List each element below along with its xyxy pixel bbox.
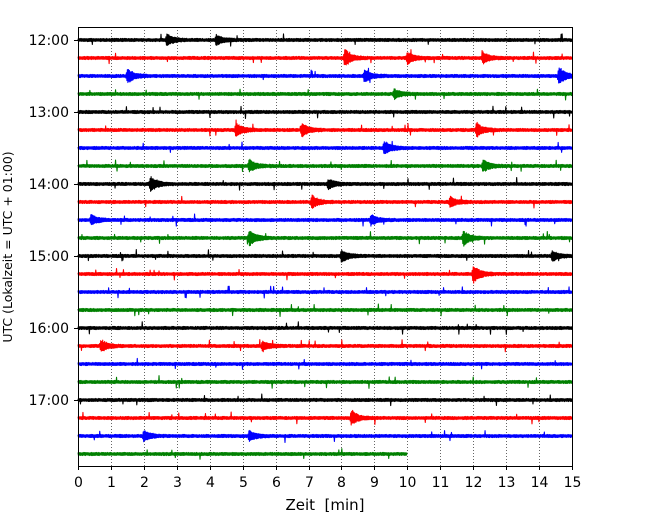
seismic-trace xyxy=(77,393,573,407)
seismic-trace xyxy=(77,67,573,84)
seismic-trace xyxy=(77,429,573,444)
x-tick-label: 12 xyxy=(465,475,483,491)
x-tick-label: 0 xyxy=(74,475,83,491)
trace-group xyxy=(77,33,573,460)
y-axis-ticks: 12:00 13:00 14:00 15:00 16:00 17:00 xyxy=(29,33,78,409)
x-axis-label: Zeit [min] xyxy=(285,496,364,514)
y-tick-label: 14:00 xyxy=(29,177,69,193)
y-tick-label: 17:00 xyxy=(29,393,69,409)
seismic-trace xyxy=(77,448,408,460)
x-tick-label: 13 xyxy=(498,475,516,491)
x-axis-ticks: 0 1 2 3 4 5 6 7 8 9 10 11 12 13 14 15 xyxy=(74,466,581,491)
seismic-trace xyxy=(77,357,573,370)
x-tick-label: 9 xyxy=(370,475,379,491)
x-tick-label: 3 xyxy=(173,475,182,491)
x-tick-label: 6 xyxy=(272,475,281,491)
y-tick-label: 13:00 xyxy=(29,105,69,121)
seismic-trace xyxy=(77,140,573,155)
y-tick-label: 16:00 xyxy=(29,321,69,337)
x-tick-label: 5 xyxy=(239,475,248,491)
y-tick-label: 15:00 xyxy=(29,249,69,265)
seismic-trace xyxy=(77,213,573,227)
seismic-trace xyxy=(77,119,573,138)
x-tick-label: 8 xyxy=(337,475,346,491)
seismic-trace xyxy=(77,266,573,284)
x-tick-label: 1 xyxy=(107,475,116,491)
seismic-trace xyxy=(77,33,573,47)
seismic-trace xyxy=(77,49,573,66)
y-tick-label: 12:00 xyxy=(29,33,69,49)
seismic-trace xyxy=(77,230,573,247)
seismic-trace xyxy=(77,249,573,263)
vertical-grid xyxy=(111,27,540,466)
seismic-trace xyxy=(77,375,573,389)
x-tick-label: 7 xyxy=(305,475,314,491)
x-tick-label: 15 xyxy=(564,475,582,491)
plot-frame xyxy=(78,27,573,467)
seismic-trace xyxy=(77,409,573,426)
seismic-trace xyxy=(77,88,573,101)
x-tick-label: 11 xyxy=(432,475,450,491)
seismic-trace xyxy=(77,194,573,209)
y-axis-label: UTC (Lokalzeit = UTC + 01:00) xyxy=(0,151,15,342)
seismic-trace xyxy=(77,321,573,335)
seismic-trace xyxy=(77,339,573,353)
seismic-trace xyxy=(77,105,573,119)
seismic-trace xyxy=(77,158,573,173)
seismic-trace xyxy=(77,303,573,318)
x-tick-label: 10 xyxy=(399,475,417,491)
x-tick-label: 4 xyxy=(206,475,215,491)
x-tick-label: 2 xyxy=(140,475,149,491)
seismic-trace xyxy=(77,176,573,192)
seismic-trace xyxy=(77,285,573,299)
x-tick-label: 14 xyxy=(531,475,549,491)
